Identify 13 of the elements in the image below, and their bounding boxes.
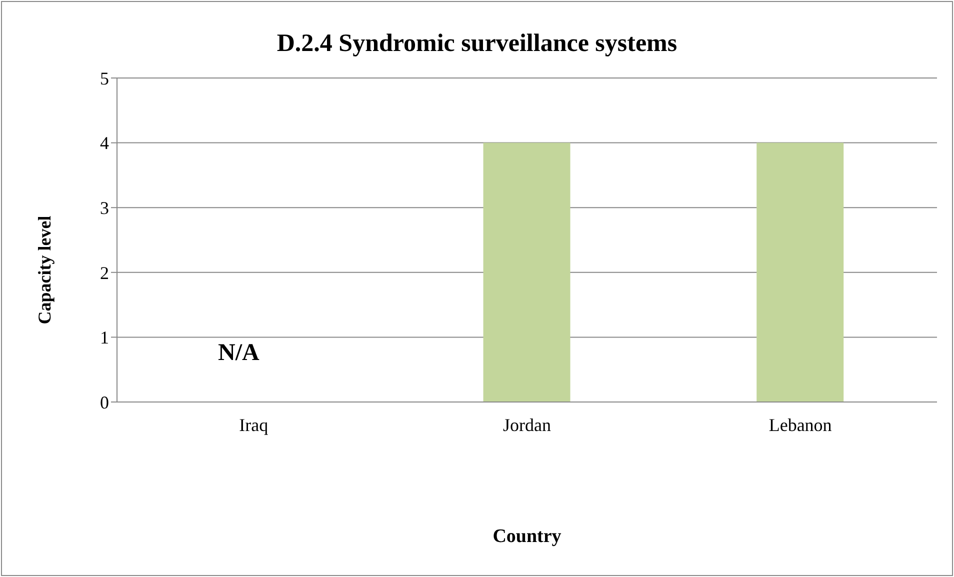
- x-tick-label: Iraq: [239, 414, 268, 435]
- y-tick-label: 1: [100, 328, 109, 348]
- annotation: N/A: [218, 340, 260, 367]
- y-tick-label: 4: [100, 133, 109, 154]
- y-tick-label: 3: [100, 198, 109, 218]
- x-axis-title: Country: [492, 526, 562, 548]
- x-tick-label: Jordan: [503, 414, 551, 435]
- y-axis-title: Capacity level: [34, 216, 56, 324]
- x-tick-label: Lebanon: [768, 414, 832, 435]
- chart-title: D.2.4 Syndromic surveillance systems: [276, 30, 678, 58]
- y-tick-label: 5: [100, 68, 109, 88]
- y-tick-label: 2: [100, 262, 109, 283]
- y-tick-label: 0: [100, 392, 109, 412]
